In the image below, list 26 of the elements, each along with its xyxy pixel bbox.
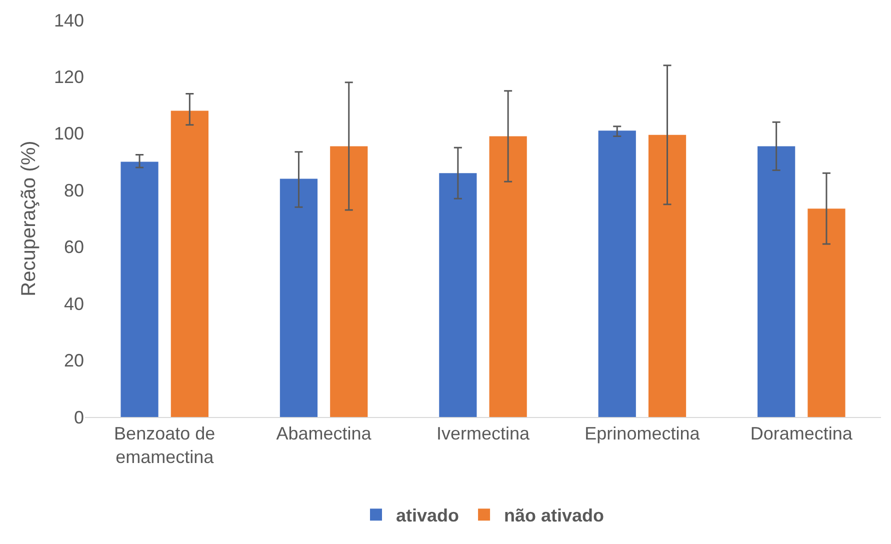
y-tick-label: 60 xyxy=(64,237,84,258)
y-tick-label: 120 xyxy=(54,67,84,88)
x-tick-label: Eprinomectina xyxy=(584,424,701,444)
y-tick-label: 0 xyxy=(74,407,84,428)
x-tick-label: Benzoato de emamectina xyxy=(114,424,216,467)
y-tick-label: 140 xyxy=(54,10,84,30)
y-axis-title: Recuperação (%) xyxy=(18,140,40,296)
y-tick-label: 20 xyxy=(64,350,84,371)
bar xyxy=(120,162,158,417)
bar xyxy=(170,110,208,417)
x-tick-label: Abamectina xyxy=(276,424,372,444)
bar xyxy=(648,134,686,417)
bar xyxy=(758,146,796,417)
y-tick-label: 80 xyxy=(64,180,84,200)
bar xyxy=(598,130,636,417)
legend-label: não ativado xyxy=(504,506,604,526)
bar xyxy=(489,136,527,417)
x-tick-label: Doramectina xyxy=(750,424,854,444)
x-tick-label: Ivermectina xyxy=(436,424,530,444)
bar xyxy=(439,173,477,417)
bar xyxy=(330,146,368,417)
y-tick-label: 40 xyxy=(64,294,84,314)
bar xyxy=(808,208,846,417)
bar xyxy=(280,178,318,417)
y-tick-label: 100 xyxy=(54,124,84,144)
legend-label: ativado xyxy=(396,506,460,526)
